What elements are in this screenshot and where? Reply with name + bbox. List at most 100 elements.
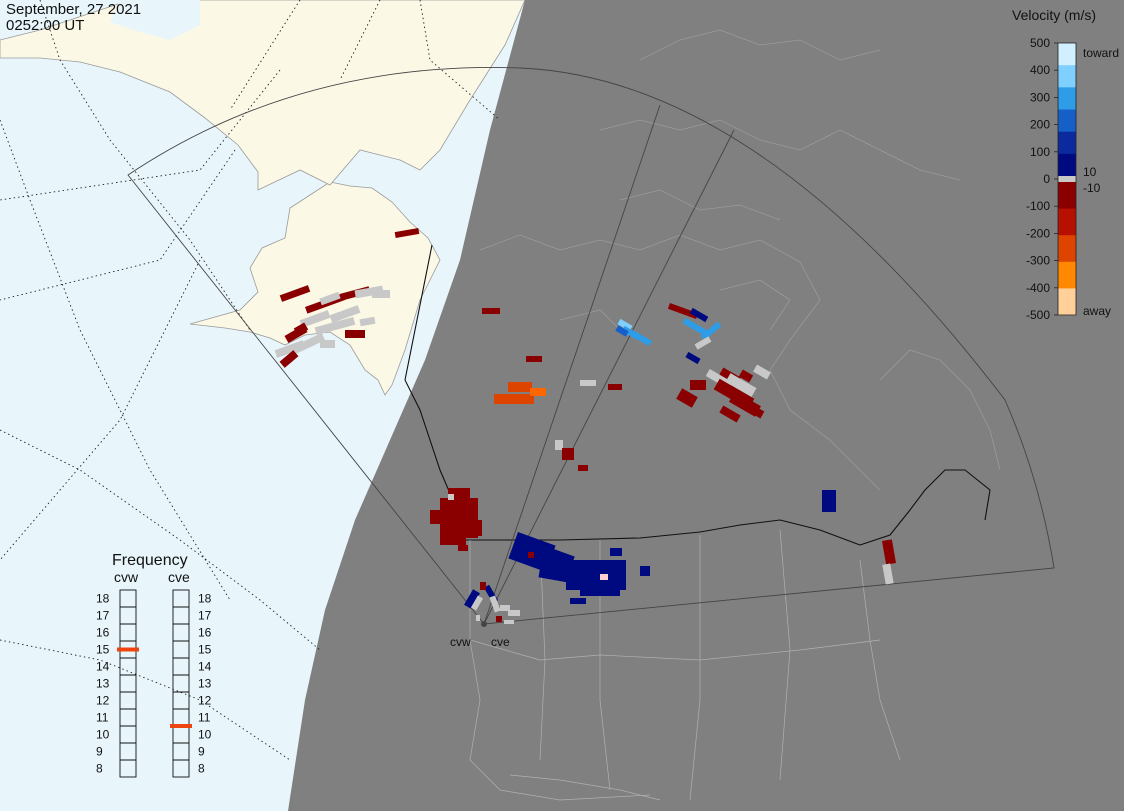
freq-tick: 15 <box>198 643 212 657</box>
freq-tick: 9 <box>96 745 103 759</box>
freq-tick: 9 <box>198 745 205 759</box>
night-coastlines <box>479 29 1001 491</box>
echo-cell <box>555 440 563 450</box>
echo-cell <box>526 356 542 362</box>
echo-cell <box>689 307 709 323</box>
echo-cell <box>279 285 311 302</box>
colorbar-tick: 400 <box>1030 63 1050 77</box>
colorbar-threshold-neg: -10 <box>1083 181 1101 195</box>
echo-cell <box>279 350 299 368</box>
echo-cell <box>528 552 534 558</box>
echo-cell <box>600 574 608 580</box>
timestamp: September, 27 2021 0252:00 UT <box>6 2 141 34</box>
colorbar-tick: -300 <box>1026 254 1050 268</box>
colorbar-tick: 100 <box>1030 145 1050 159</box>
echo-cell <box>629 329 653 347</box>
echo-cell <box>580 380 596 386</box>
velocity-echoes <box>274 227 897 624</box>
echo-cell <box>530 388 546 396</box>
colorbar-tick: -500 <box>1026 308 1050 322</box>
echo-cell <box>508 382 532 392</box>
day-ice-patch <box>110 0 200 40</box>
freq-tick: 15 <box>96 643 110 657</box>
time-text: 0252:00 UT <box>6 17 85 34</box>
echo-cell <box>430 510 440 524</box>
echo-cell <box>462 520 482 536</box>
echo-cell <box>293 322 309 336</box>
echo-cell <box>608 384 622 390</box>
colorbar-tick: 200 <box>1030 118 1050 132</box>
echo-cell <box>685 351 701 365</box>
freq-label-cve: cve <box>168 569 190 585</box>
echo-cell <box>489 595 501 613</box>
echo-cell <box>694 336 712 350</box>
echo-cell <box>617 318 633 332</box>
echo-cell <box>494 394 534 404</box>
colorbar-away-label: away <box>1083 304 1111 318</box>
echo-cell <box>319 291 341 306</box>
echo-cell <box>496 616 502 622</box>
freq-tick: 14 <box>96 660 110 674</box>
radar-label-cvw: cvw <box>450 635 471 649</box>
colorbar-tick: 500 <box>1030 36 1050 50</box>
echo-cell <box>753 364 771 380</box>
colorbar-tick: -400 <box>1026 281 1050 295</box>
echo-cell <box>289 332 326 356</box>
freq-tick: 14 <box>198 660 212 674</box>
velocity-colorbar: Velocity (m/s) 500 400 300 200 100 0 -100 -200 -… <box>1012 7 1119 322</box>
freq-tick: 11 <box>96 711 109 725</box>
freq-tick: 13 <box>198 677 212 691</box>
freq-tick: 18 <box>198 592 212 606</box>
colorbar-title: Velocity (m/s) <box>1012 7 1096 23</box>
freq-tick: 16 <box>198 626 212 640</box>
freq-marker-cve <box>170 724 192 728</box>
echo-cell <box>615 325 629 337</box>
echo-cell <box>299 310 331 328</box>
freq-tick: 12 <box>96 694 110 708</box>
echo-cell <box>881 539 897 565</box>
echo-cell <box>500 605 510 611</box>
colorbar-tick: -200 <box>1026 226 1050 240</box>
colorbar-toward-label: toward <box>1083 46 1119 60</box>
echo-cell <box>610 548 622 556</box>
echo-cell <box>690 380 706 390</box>
radar-sites: cvw cve <box>450 621 510 649</box>
freq-tick: 10 <box>198 728 212 742</box>
colorbar-threshold-pos: 10 <box>1083 165 1097 179</box>
freq-tick: 17 <box>198 609 212 623</box>
radar-label-cve: cve <box>491 635 510 649</box>
freq-tick: 17 <box>96 609 110 623</box>
frequency-title: Frequency <box>112 552 188 569</box>
echo-cell <box>448 494 454 500</box>
colorbar-tick: -100 <box>1026 199 1050 213</box>
lat-lon-grid <box>0 0 501 761</box>
echo-cell <box>482 308 500 314</box>
echo-cell <box>458 545 468 551</box>
echo-cell <box>725 373 757 397</box>
echo-cell <box>738 369 754 383</box>
echo-cell <box>440 535 466 545</box>
freq-tick: 13 <box>96 677 110 691</box>
echo-cell <box>570 598 586 604</box>
echo-cell <box>719 405 741 423</box>
date-text: September, 27 2021 <box>6 1 142 18</box>
echo-cell <box>329 305 361 323</box>
echo-cell <box>320 340 335 348</box>
echo-cell <box>882 563 894 585</box>
echo-cell <box>508 610 520 616</box>
echo-cell <box>394 227 420 239</box>
echo-cell <box>354 285 384 299</box>
freq-tick: 8 <box>198 762 205 776</box>
colorbar-tick: 0 <box>1043 172 1050 186</box>
echo-cell <box>578 465 588 471</box>
echo-cell <box>538 557 572 583</box>
echo-cell <box>640 566 650 576</box>
freq-tick: 12 <box>198 694 212 708</box>
echo-cell <box>667 303 699 319</box>
echo-cell <box>676 388 698 408</box>
echo-cell <box>476 615 480 621</box>
freq-tick: 8 <box>96 762 103 776</box>
freq-tick: 18 <box>96 592 110 606</box>
freq-tick: 11 <box>198 711 211 725</box>
freq-marker-cvw <box>117 647 139 652</box>
